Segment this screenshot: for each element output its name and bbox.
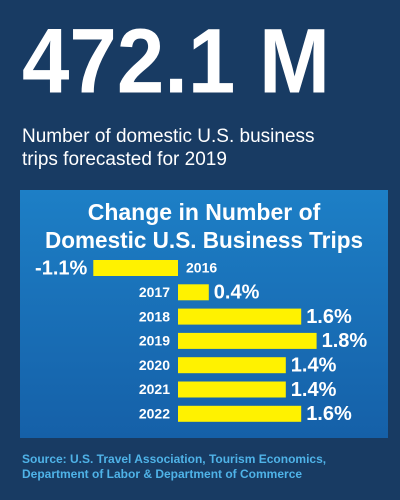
source: Source: U.S. Travel Association, Tourism… bbox=[22, 452, 326, 466]
value-label: 0.4% bbox=[214, 282, 260, 304]
subtitle: trips forecasted for 2019 bbox=[22, 149, 227, 170]
chart-title: Domestic U.S. Business Trips bbox=[45, 227, 363, 253]
value-label: 1.4% bbox=[291, 354, 337, 376]
subtitle: Number of domestic U.S. business bbox=[22, 126, 315, 147]
bar bbox=[178, 405, 302, 422]
category-label: 2016 bbox=[186, 260, 217, 276]
value-label: 1.6% bbox=[306, 403, 352, 425]
bar bbox=[178, 332, 317, 349]
category-label: 2019 bbox=[139, 333, 170, 349]
bar bbox=[178, 308, 302, 325]
category-label: 2017 bbox=[139, 284, 170, 300]
category-label: 2018 bbox=[139, 308, 170, 324]
value-label: -1.1% bbox=[35, 257, 87, 279]
value-label: 1.8% bbox=[322, 330, 368, 352]
bar bbox=[93, 260, 178, 276]
value-label: 1.4% bbox=[291, 379, 337, 401]
category-label: 2022 bbox=[139, 406, 170, 422]
headline: 472.1 M bbox=[22, 10, 330, 112]
bar bbox=[178, 284, 209, 301]
value-label: 1.6% bbox=[306, 306, 352, 328]
category-label: 2021 bbox=[139, 381, 170, 397]
source: Department of Labor & Department of Comm… bbox=[22, 467, 302, 481]
bar bbox=[178, 357, 286, 374]
category-label: 2020 bbox=[139, 357, 170, 373]
bar bbox=[178, 381, 286, 398]
chart-title: Change in Number of bbox=[88, 199, 321, 225]
